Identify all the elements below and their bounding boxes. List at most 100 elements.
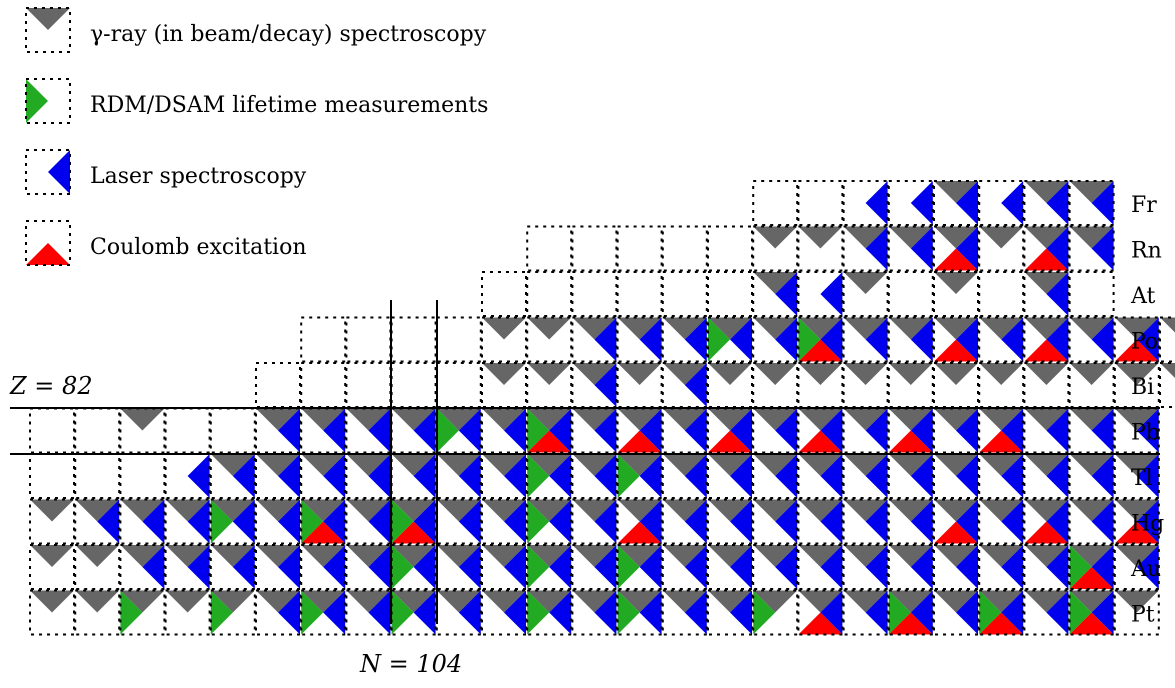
cell-Hg-7 [345, 498, 392, 545]
gamma-triangle [256, 499, 300, 522]
cell-border [481, 316, 527, 363]
cell-Tl-12 [571, 453, 618, 499]
gamma-triangle [1160, 317, 1175, 333]
laser-triangle [684, 454, 707, 498]
laser-triangle [549, 408, 572, 453]
cell-border [119, 453, 166, 499]
cell-border [887, 316, 934, 363]
cell-Au-20 [933, 544, 979, 590]
lifetime-triangle [301, 590, 324, 635]
laser-triangle [368, 499, 391, 544]
cell-Hg-0 [29, 498, 75, 545]
laser-triangle [278, 454, 300, 498]
gamma-triangle [888, 590, 933, 613]
element-label-hg: Hg [1131, 512, 1164, 537]
cell-border [797, 180, 844, 226]
gamma-triangle [1024, 317, 1069, 340]
laser-triangle [1001, 317, 1024, 362]
cell-Po-20 [933, 316, 979, 363]
cell-border [481, 453, 527, 499]
gamma-triangle [256, 590, 300, 613]
laser-triangle [368, 454, 391, 498]
gamma-triangle [1114, 454, 1159, 476]
cell-border [164, 544, 211, 590]
cell-Pb-17 [797, 407, 844, 454]
gamma-triangle [934, 454, 978, 476]
gamma-triangle [75, 545, 120, 567]
cell-border [74, 589, 121, 636]
laser-triangle [956, 317, 978, 362]
laser-triangle [956, 590, 978, 635]
laser-triangle [594, 499, 617, 544]
gamma-triangle [979, 363, 1024, 385]
gamma-triangle [708, 408, 752, 431]
cell-Rn-15 [707, 225, 753, 272]
laser-triangle [730, 317, 752, 362]
laser-triangle [1046, 454, 1069, 498]
cell-Hg-16 [752, 498, 799, 545]
cell-Tl-1 [74, 453, 121, 499]
cell-Rn-23 [1068, 225, 1115, 272]
cell-border [797, 498, 844, 545]
gamma-triangle [572, 545, 617, 567]
cell-Pt-5 [255, 589, 301, 636]
gamma-triangle [843, 272, 888, 294]
cell-border [616, 453, 663, 499]
cell-border [481, 589, 527, 636]
cell-Po-16 [752, 316, 799, 363]
cell-Tl-23 [1068, 453, 1115, 499]
cell-Hg-19 [887, 498, 934, 545]
cell-border [616, 316, 663, 363]
cell-border [887, 180, 934, 226]
laser-triangle [730, 454, 752, 498]
laser-triangle [639, 317, 662, 362]
coulex-triangle [798, 612, 843, 635]
laser-triangle [865, 545, 888, 589]
laser-triangle [594, 363, 617, 407]
cell-border [1068, 544, 1115, 590]
cell-border [887, 589, 934, 636]
cell-border [25, 220, 71, 266]
gamma-triangle [798, 408, 843, 431]
gamma-triangle [1069, 454, 1114, 476]
cell-Tl-24 [1113, 453, 1160, 499]
cell-Po-8 [390, 316, 437, 363]
gamma-triangle [30, 499, 74, 522]
gamma-triangle [436, 408, 481, 431]
laser-triangle [458, 545, 481, 589]
cell-Au-24 [1113, 544, 1160, 590]
coulex-triangle [1069, 612, 1114, 635]
cell-Pb-19 [887, 407, 934, 454]
cell-Bi-7 [345, 362, 392, 408]
cell-border [752, 498, 799, 545]
cell-Po-6 [300, 316, 347, 363]
gamma-triangle [30, 545, 74, 567]
gamma-triangle [662, 408, 707, 431]
cell-Po-17 [797, 316, 844, 363]
cell-border [25, 149, 71, 195]
cell-Bi-6 [300, 362, 347, 408]
gamma-triangle [979, 408, 1024, 431]
gamma-triangle [1114, 590, 1159, 613]
laser-triangle [956, 226, 978, 271]
cell-Hg-2 [119, 498, 166, 545]
gamma-triangle [436, 545, 481, 567]
cell-Tl-0 [29, 453, 75, 499]
cell-Bi-18 [842, 362, 889, 408]
laser-triangle [684, 545, 707, 589]
laser-triangle [458, 408, 481, 453]
cell-Pb-15 [707, 407, 753, 454]
laser-triangle [910, 317, 933, 362]
gamma-triangle [1114, 545, 1159, 567]
cell-Fr-16 [752, 180, 799, 226]
gamma-triangle [527, 317, 572, 340]
cell-Hg-24 [1113, 498, 1160, 545]
cell-border [1068, 180, 1115, 226]
gamma-triangle [75, 499, 120, 522]
cell-Po-23 [1068, 316, 1115, 363]
cell-border [978, 544, 1025, 590]
gamma-triangle [1024, 226, 1069, 249]
gamma-triangle [843, 454, 888, 476]
cell-border [752, 544, 799, 590]
laser-triangle [413, 499, 436, 544]
